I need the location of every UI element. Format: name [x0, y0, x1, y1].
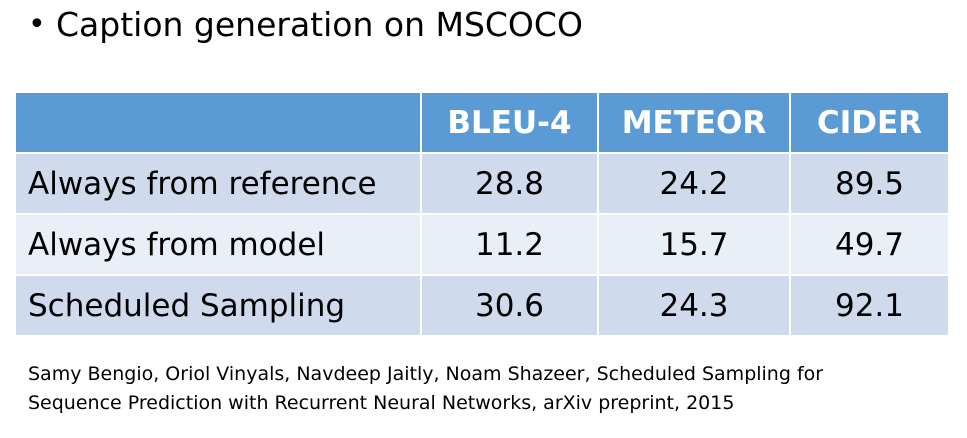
cell-bleu4: 11.2: [420, 213, 599, 276]
citation: Samy Bengio, Oriol Vinyals, Navdeep Jait…: [28, 360, 958, 418]
slide-heading: • Caption generation on MSCOCO: [28, 0, 583, 48]
citation-line-2: Sequence Prediction with Recurrent Neura…: [28, 392, 735, 414]
table-row: Always from model 11.2 15.7 49.7: [14, 213, 950, 276]
header-empty-cell: [14, 91, 422, 154]
citation-line-1: Samy Bengio, Oriol Vinyals, Navdeep Jait…: [28, 363, 824, 385]
row-label: Always from model: [14, 213, 422, 276]
cell-meteor: 15.7: [597, 213, 791, 276]
table-row: Scheduled Sampling 30.6 24.3 92.1: [14, 274, 950, 337]
cell-cider: 49.7: [789, 213, 950, 276]
cell-bleu4: 30.6: [420, 274, 599, 337]
header-meteor: METEOR: [597, 91, 791, 154]
row-label: Always from reference: [14, 152, 422, 215]
cell-cider: 89.5: [789, 152, 950, 215]
cell-bleu4: 28.8: [420, 152, 599, 215]
cell-meteor: 24.3: [597, 274, 791, 337]
results-table: BLEU-4 METEOR CIDER Always from referenc…: [14, 91, 950, 337]
cell-cider: 92.1: [789, 274, 950, 337]
heading-text: Caption generation on MSCOCO: [56, 4, 583, 44]
row-label: Scheduled Sampling: [14, 274, 422, 337]
bullet-icon: •: [28, 6, 46, 42]
cell-meteor: 24.2: [597, 152, 791, 215]
table-header-row: BLEU-4 METEOR CIDER: [14, 91, 950, 154]
header-bleu4: BLEU-4: [420, 91, 599, 154]
header-cider: CIDER: [789, 91, 950, 154]
table-row: Always from reference 28.8 24.2 89.5: [14, 152, 950, 215]
